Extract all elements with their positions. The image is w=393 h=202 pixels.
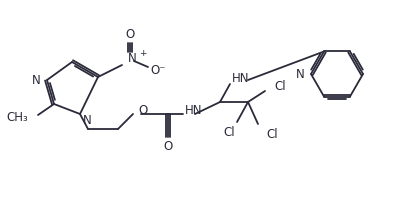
Text: N: N bbox=[296, 68, 305, 81]
Text: O: O bbox=[163, 139, 173, 152]
Text: Cl: Cl bbox=[223, 126, 235, 139]
Text: N: N bbox=[83, 114, 92, 127]
Text: Cl: Cl bbox=[274, 79, 286, 92]
Text: HN: HN bbox=[232, 71, 250, 84]
Text: O: O bbox=[138, 104, 147, 117]
Text: +: + bbox=[139, 49, 147, 58]
Text: N: N bbox=[32, 74, 41, 87]
Text: O: O bbox=[125, 27, 135, 40]
Text: N: N bbox=[128, 51, 136, 64]
Text: Cl: Cl bbox=[266, 128, 277, 141]
Text: CH₃: CH₃ bbox=[6, 111, 28, 124]
Text: O⁻: O⁻ bbox=[150, 63, 166, 76]
Text: HN: HN bbox=[185, 104, 202, 117]
